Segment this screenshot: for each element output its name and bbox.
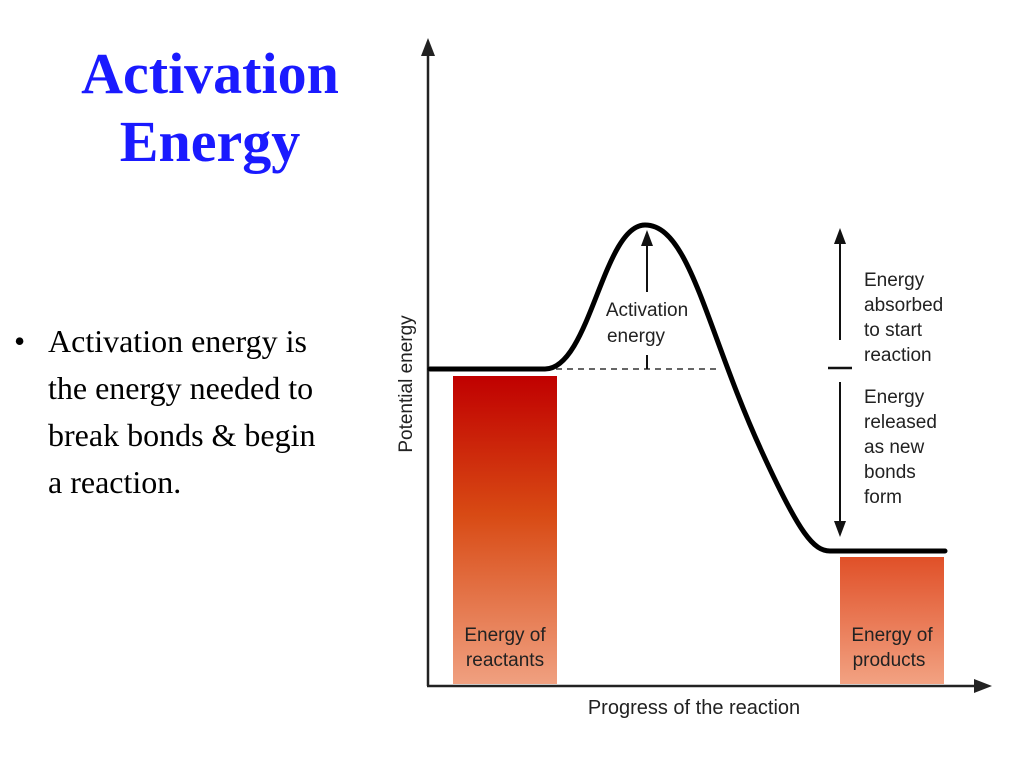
slide-title: Activation Energy	[30, 40, 390, 176]
x-axis-label: Progress of the reaction	[588, 697, 800, 719]
reactants-label-line-1: Energy of	[464, 625, 546, 646]
bullet-line-1: Activation energy is	[48, 323, 307, 359]
products-label-line-1: Energy of	[851, 625, 933, 646]
products-energy-bar	[840, 557, 944, 684]
bullet-marker: •	[14, 323, 26, 359]
reactants-label-line-2: reactants	[466, 650, 544, 671]
released-label-line-3: as new	[864, 437, 924, 458]
bullet-line-2: the energy needed to	[48, 370, 314, 406]
y-axis-arrowhead	[421, 38, 435, 56]
activation-energy-label-line-2: energy	[607, 326, 666, 347]
absorbed-label-line-3: to start	[864, 320, 923, 341]
absorbed-energy-arrowhead	[834, 228, 846, 244]
energy-curve	[427, 222, 948, 554]
absorbed-label-line-1: Energy	[864, 270, 925, 291]
y-axis-label: Potential energy	[396, 315, 417, 453]
absorbed-label-line-4: reaction	[864, 345, 932, 366]
released-label-line-2: released	[864, 412, 937, 433]
bullet-item: • Activation energy is the energy needed…	[14, 318, 394, 506]
released-label-line-1: Energy	[864, 387, 925, 408]
activation-energy-label-line-1: Activation	[606, 300, 688, 321]
released-label-line-5: form	[864, 487, 902, 508]
reactants-energy-bar	[453, 376, 557, 684]
bullet-line-3: break bonds & begin	[48, 417, 316, 453]
title-line-1: Activation	[81, 41, 339, 106]
x-axis-arrowhead	[974, 679, 992, 693]
released-energy-arrowhead	[834, 521, 846, 537]
bullet-line-4: a reaction.	[48, 464, 182, 500]
bullet-list: • Activation energy is the energy needed…	[14, 318, 394, 506]
activation-energy-arrowhead	[641, 230, 653, 246]
released-label-line-4: bonds	[864, 462, 916, 483]
products-label-line-2: products	[853, 650, 926, 671]
title-line-2: Energy	[119, 109, 301, 174]
absorbed-label-line-2: absorbed	[864, 295, 943, 316]
